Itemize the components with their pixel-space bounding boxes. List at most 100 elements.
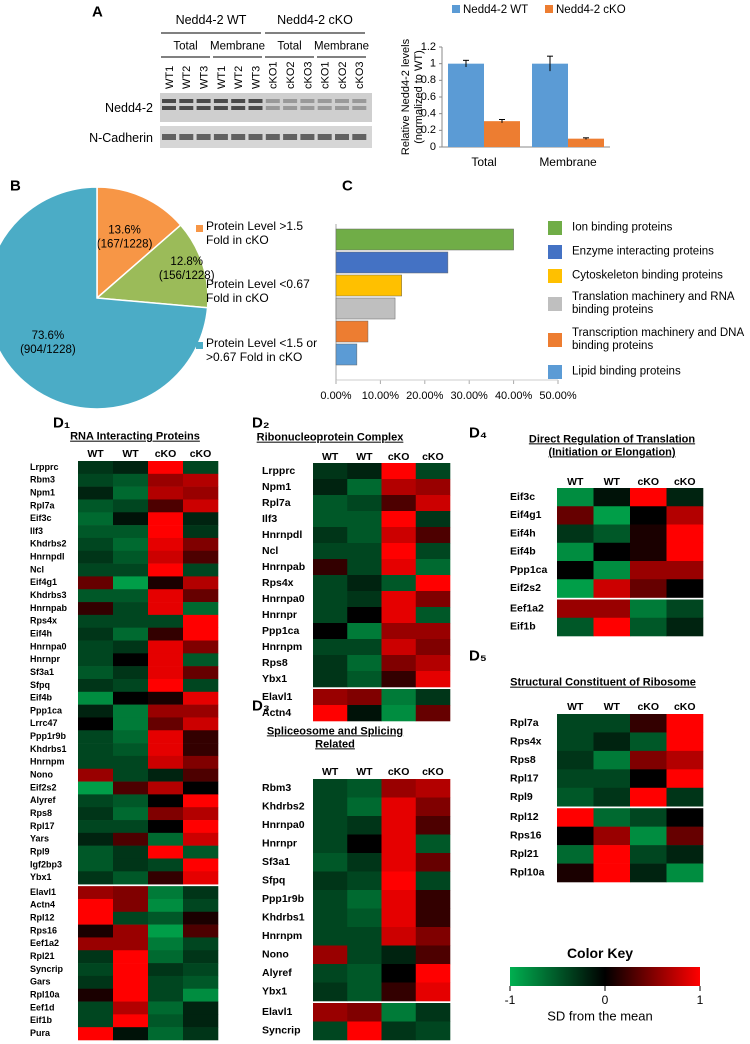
lane-label: WT3 (250, 66, 262, 89)
heatmap-cell (113, 614, 149, 628)
y-tick-label: 0.2 (421, 124, 436, 136)
heatmap-cell (113, 691, 149, 705)
legend-swatch (548, 269, 562, 283)
slice-count-label: (904/1228) (20, 344, 76, 356)
heatmap-cell (313, 705, 348, 722)
heatmap-cell (113, 975, 149, 990)
row-label: Hnrnpab (262, 561, 305, 573)
x-tick-label: 10.00% (362, 390, 400, 402)
heatmap-cell (148, 871, 184, 885)
heatmap-cell (313, 982, 348, 1002)
heatmap-cell (415, 927, 451, 946)
blot-band (335, 106, 349, 110)
heatmap-cell (415, 655, 451, 672)
lane-label: cKO3 (354, 61, 366, 89)
heatmap-cell (381, 890, 417, 909)
heatmap-cell (381, 982, 417, 1002)
heatmap-cell (347, 779, 382, 798)
heatmap-cell (666, 599, 704, 619)
heatmap-title: RNA Interacting Proteins (70, 430, 200, 443)
heatmap-cell (183, 499, 219, 513)
lane-label: cKO2 (285, 61, 297, 89)
row-label: Hnrnpm (30, 757, 65, 767)
heatmap-cell (630, 488, 667, 507)
heatmap-cell (113, 678, 149, 693)
row-label: Eif4g1 (510, 509, 542, 521)
row-label: Igf2bp3 (30, 859, 62, 869)
y-axis-label: Relative Nedd4-2 levels (400, 38, 412, 155)
x-tick-label: Membrane (539, 155, 597, 169)
heatmap-cell (78, 886, 114, 900)
panel-label: C (342, 177, 353, 195)
heatmap-cell (630, 863, 667, 883)
heatmap-cell (78, 1014, 114, 1028)
heatmap-cell (78, 589, 114, 603)
heatmap-cell (557, 787, 594, 807)
heatmap-cell (666, 845, 704, 864)
heatmap-cell (148, 950, 184, 964)
row-label: Rps8 (30, 808, 52, 818)
blot-band (179, 99, 194, 103)
column-label: cKO (388, 766, 410, 778)
blot-band (265, 134, 280, 140)
heatmap-cell (113, 950, 149, 964)
row-label: Eif4h (510, 527, 536, 539)
heatmap-cell (113, 898, 149, 913)
column-label: cKO (637, 701, 659, 713)
heatmap-cell (78, 898, 114, 913)
blot-band (162, 134, 176, 140)
heatmap-cell (415, 1003, 451, 1022)
panel-label: D₅ (469, 647, 487, 665)
heatmap-cell (381, 479, 417, 496)
heatmap-cell (183, 781, 219, 795)
heatmap-cell (148, 704, 184, 718)
heatmap-cell (381, 607, 417, 624)
bar (484, 121, 520, 147)
heatmap-cell (183, 576, 219, 590)
heatmap-cell (347, 639, 382, 656)
heatmap-cell (113, 768, 149, 782)
heatmap-cell (347, 927, 382, 946)
heatmap-cell (347, 853, 382, 872)
heatmap-cell (557, 808, 594, 827)
heatmap-cell (183, 755, 219, 770)
heatmap-cell (630, 826, 667, 846)
row-label: Rpl9 (30, 846, 50, 856)
legend-swatch (196, 225, 203, 232)
heatmap-cell (78, 691, 114, 705)
heatmap-cell (113, 730, 149, 744)
heatmap-cell (381, 908, 417, 928)
heatmap-cell (666, 542, 704, 562)
heatmap-cell (313, 927, 348, 946)
blot-band (213, 99, 228, 103)
heatmap-cell (381, 591, 417, 608)
heatmap-cell (381, 495, 417, 512)
heatmap-cell (415, 816, 451, 835)
heatmap-cell (593, 732, 631, 752)
heatmap-cell (630, 542, 667, 562)
column-label: cKO (422, 766, 444, 778)
legend-swatch (548, 245, 562, 259)
pie-slice (95, 224, 209, 309)
panel-label: B (10, 177, 21, 195)
heatmap-cell (666, 561, 704, 580)
heatmap-cell (593, 617, 631, 637)
heatmap-cell (666, 808, 704, 827)
heatmap-cell (381, 463, 417, 480)
heatmap-cell (415, 834, 451, 854)
heatmap-cell (381, 705, 417, 722)
heatmap-cell (593, 787, 631, 807)
bar (448, 63, 484, 147)
row-label: Ppp1ca (510, 564, 548, 576)
heatmap-cell (148, 743, 184, 757)
legend-label: Protein Level <1.5 or >0.67 Fold in cKO (206, 336, 318, 364)
color-key-bar (510, 967, 700, 986)
heatmap-cell (313, 559, 348, 576)
legend-label: Lipid binding proteins (572, 365, 681, 378)
heatmap-cell (148, 499, 184, 513)
heatmap-cell (415, 527, 451, 544)
heatmap-cell (347, 834, 382, 854)
row-label: Rpl10a (510, 867, 545, 879)
row-label: Syncrip (30, 964, 64, 974)
blot-band (265, 106, 280, 110)
